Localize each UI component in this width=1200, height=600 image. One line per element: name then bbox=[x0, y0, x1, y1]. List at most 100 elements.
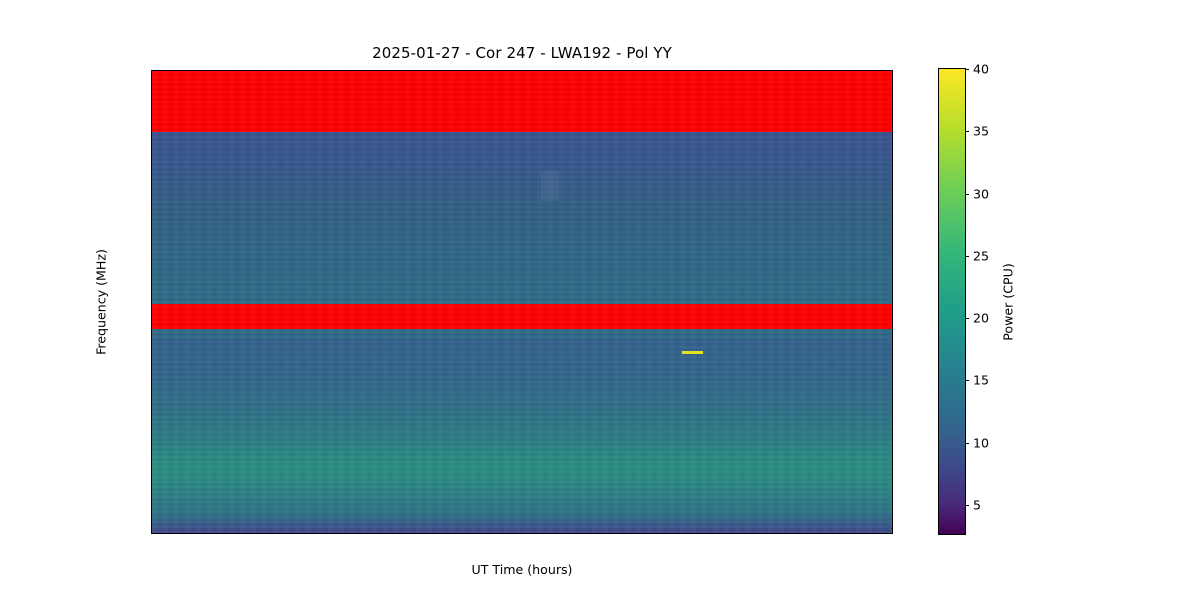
narrowband-burst-marker bbox=[682, 351, 703, 354]
ytick-60 bbox=[151, 242, 152, 243]
xtick-minor bbox=[635, 533, 636, 534]
colorbar-tick-10 bbox=[965, 443, 970, 445]
ytick-minor bbox=[151, 229, 152, 230]
spectrum-band-mid bbox=[152, 341, 892, 442]
ytick-minor bbox=[151, 317, 152, 318]
ytick-minor bbox=[151, 418, 152, 419]
xtick-minor bbox=[185, 533, 186, 534]
xtick-minor bbox=[437, 533, 438, 534]
ytick-minor bbox=[151, 456, 152, 457]
ytick-70 bbox=[151, 179, 152, 180]
colorbar-tick-label-10: 10 bbox=[973, 435, 990, 451]
ytick-minor bbox=[151, 141, 152, 142]
xtick-minor bbox=[207, 533, 208, 534]
colorbar: 40 35 30 25 20 15 10 5 bbox=[938, 62, 989, 535]
colorbar-tick-label-15: 15 bbox=[973, 372, 990, 388]
ytick-minor bbox=[151, 292, 152, 293]
xtick-8 bbox=[371, 533, 372, 534]
xtick-minor bbox=[525, 533, 526, 534]
ytick-minor bbox=[151, 217, 152, 218]
flagged-band-mid bbox=[152, 304, 892, 329]
xtick-minor bbox=[833, 533, 834, 534]
ytick-minor bbox=[151, 280, 152, 281]
plot-title: 2025-01-27 - Cor 247 - LWA192 - Pol YY bbox=[372, 44, 672, 62]
xtick-minor bbox=[855, 533, 856, 534]
ytick-minor bbox=[151, 103, 152, 104]
colorbar-tick-label-5: 5 bbox=[973, 497, 982, 513]
ytick-minor bbox=[151, 330, 152, 331]
ytick-40 bbox=[151, 368, 152, 369]
spectrum-band-high bbox=[152, 132, 892, 304]
colorbar-tick-5 bbox=[965, 505, 970, 507]
xtick-10 bbox=[591, 533, 592, 534]
xtick-minor bbox=[547, 533, 548, 534]
spectrogram-axes: 80 70 60 50 40 30 20 7 8 9 10 11 12 bbox=[151, 70, 893, 534]
ytick-minor bbox=[151, 506, 152, 507]
colorbar-tick-35 bbox=[965, 131, 970, 133]
xtick-minor bbox=[767, 533, 768, 534]
ytick-minor bbox=[151, 380, 152, 381]
xtick-minor bbox=[613, 533, 614, 534]
xtick-minor bbox=[679, 533, 680, 534]
xtick-minor bbox=[305, 533, 306, 534]
ytick-minor bbox=[151, 166, 152, 167]
flagged-band-top bbox=[152, 71, 892, 132]
ytick-50 bbox=[151, 305, 152, 306]
spectrum-band-low bbox=[152, 480, 892, 511]
xtick-minor bbox=[283, 533, 284, 534]
spectrum-band-peak bbox=[152, 442, 892, 480]
x-axis-label: UT Time (hours) bbox=[471, 562, 573, 577]
ytick-minor bbox=[151, 481, 152, 482]
ytick-minor bbox=[151, 406, 152, 407]
xtick-12 bbox=[811, 533, 812, 534]
ytick-30 bbox=[151, 431, 152, 432]
ytick-minor bbox=[151, 519, 152, 520]
ytick-minor bbox=[151, 443, 152, 444]
xtick-minor bbox=[327, 533, 328, 534]
xtick-minor bbox=[459, 533, 460, 534]
xtick-minor bbox=[877, 533, 878, 534]
xtick-7 bbox=[261, 533, 262, 534]
xtick-minor bbox=[503, 533, 504, 534]
colorbar-tick-30 bbox=[965, 194, 970, 196]
ytick-minor bbox=[151, 532, 152, 533]
xtick-minor bbox=[569, 533, 570, 534]
xtick-9 bbox=[481, 533, 482, 534]
ytick-minor bbox=[151, 191, 152, 192]
xtick-minor bbox=[415, 533, 416, 534]
ytick-minor bbox=[151, 254, 152, 255]
xtick-minor bbox=[657, 533, 658, 534]
colorbar-tick-label-20: 20 bbox=[973, 310, 990, 326]
ytick-minor bbox=[151, 128, 152, 129]
colorbar-gradient bbox=[939, 69, 965, 534]
ytick-minor bbox=[151, 469, 152, 470]
xtick-11 bbox=[701, 533, 702, 534]
xtick-minor bbox=[789, 533, 790, 534]
colorbar-tick-25 bbox=[965, 256, 970, 258]
colorbar-tick-label-25: 25 bbox=[973, 248, 990, 264]
colorbar-tick-15 bbox=[965, 380, 970, 382]
colorbar-tick-40 bbox=[965, 69, 970, 71]
colorbar-tick-label-40: 40 bbox=[973, 61, 990, 77]
ytick-minor bbox=[151, 204, 152, 205]
xtick-minor bbox=[163, 533, 164, 534]
ytick-20 bbox=[151, 494, 152, 495]
ytick-minor bbox=[151, 355, 152, 356]
ytick-minor bbox=[151, 343, 152, 344]
xtick-minor bbox=[229, 533, 230, 534]
ytick-minor bbox=[151, 393, 152, 394]
ytick-minor bbox=[151, 154, 152, 155]
xtick-minor bbox=[349, 533, 350, 534]
colorbar-tick-label-35: 35 bbox=[973, 123, 990, 139]
xtick-minor bbox=[745, 533, 746, 534]
ytick-minor bbox=[151, 91, 152, 92]
ytick-80 bbox=[151, 116, 152, 117]
ytick-minor bbox=[151, 78, 152, 79]
xtick-minor bbox=[723, 533, 724, 534]
xtick-minor bbox=[393, 533, 394, 534]
spectrum-band-cutoff bbox=[152, 511, 892, 533]
spectrum-band-44 bbox=[152, 329, 892, 341]
colorbar-tick-label-30: 30 bbox=[973, 186, 990, 202]
colorbar-label: Power (CPU) bbox=[1000, 263, 1016, 341]
